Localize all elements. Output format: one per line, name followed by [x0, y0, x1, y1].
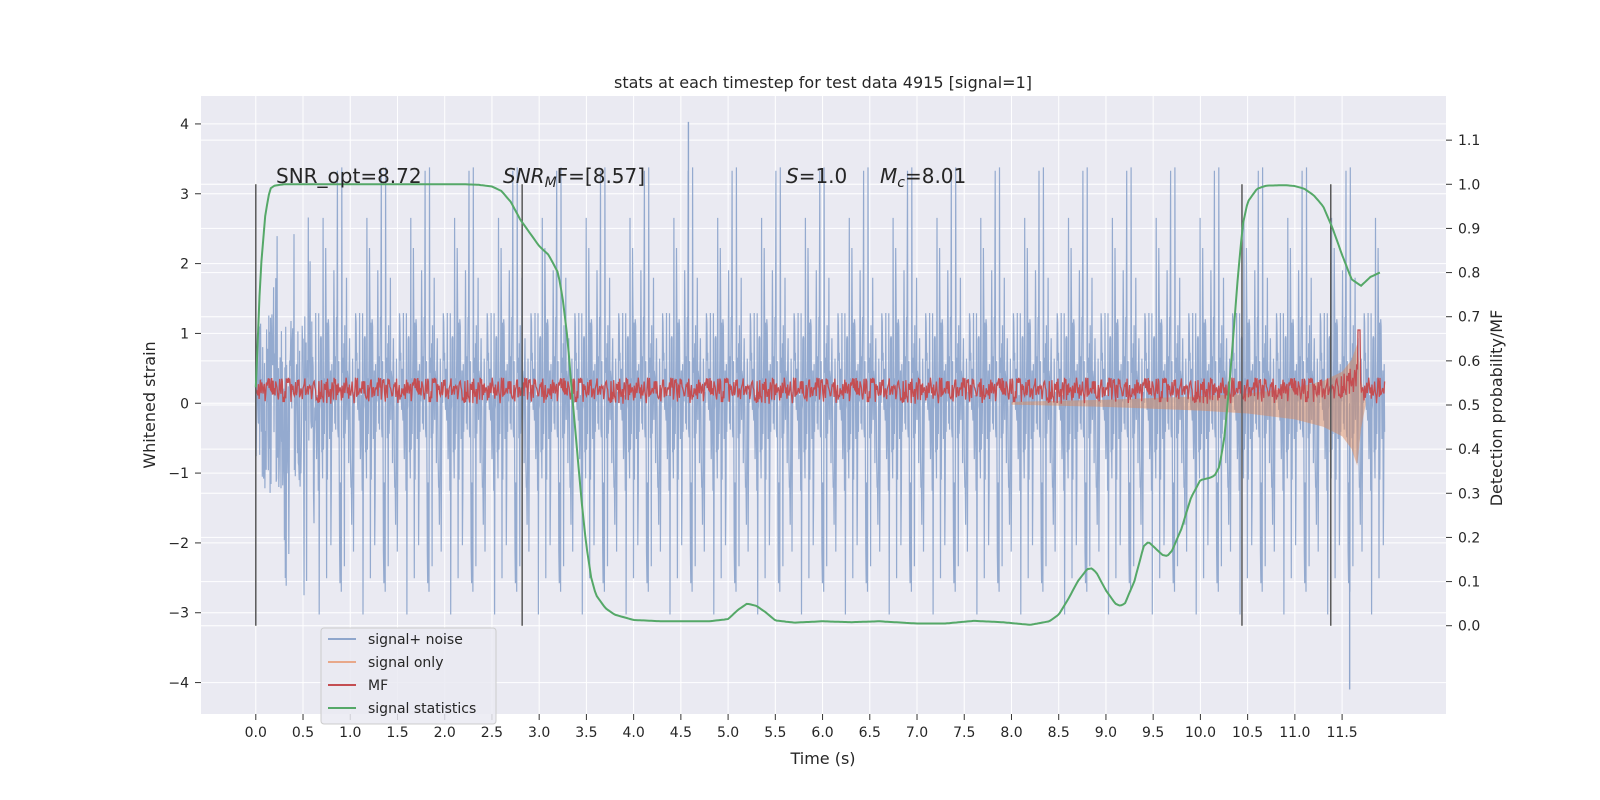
annotation-mc-value: =8.01: [905, 164, 966, 188]
annotation-s: S=1.0: [786, 164, 847, 188]
annotation-snr-mf-value: F=[8.57]: [557, 164, 645, 188]
x-tick-label: 5.5: [764, 725, 786, 741]
mf-series-group: [255, 329, 1386, 404]
x-tick-label: 0.5: [292, 725, 314, 741]
legend-label-signal: signal only: [368, 655, 443, 671]
annotation-snr-mf-subscript: M: [545, 175, 557, 191]
y-ticks: −4 −3 −2 −1 0 1 2 3 4: [168, 117, 201, 692]
y-tick-label: 2: [180, 257, 189, 273]
signal-series-group: [1011, 343, 1366, 466]
y2-tick-label: 0.8: [1458, 266, 1480, 282]
annotation-s-value: =1.0: [799, 164, 848, 188]
y-axis-label: Whitened strain: [140, 341, 159, 468]
stat-series-group: [254, 183, 1381, 626]
y2-tick-label: 0.0: [1458, 619, 1480, 635]
series-signal-statistics: [254, 183, 1381, 626]
legend-label-stat: signal statistics: [368, 701, 476, 717]
y2-tick-label: 0.3: [1458, 486, 1480, 502]
y-tick-label: 4: [180, 117, 189, 133]
x-tick-label: 0.0: [245, 725, 267, 741]
x-tick-label: 2.5: [481, 725, 503, 741]
x-tick-label: 4.5: [670, 725, 692, 741]
x-tick-label: 7.5: [953, 725, 975, 741]
legend-label-mf: MF: [368, 678, 388, 694]
y2-tick-label: 0.2: [1458, 530, 1480, 546]
x-tick-label: 3.5: [575, 725, 597, 741]
x-tick-label: 1.5: [386, 725, 408, 741]
legend-label-noise: signal+ noise: [368, 632, 463, 648]
noise-series-group: [255, 121, 1386, 690]
y-tick-label: 0: [180, 396, 189, 412]
annotation-mc-symbol: M: [880, 164, 897, 188]
x-tick-label: 8.0: [1000, 725, 1022, 741]
y-tick-label: −2: [168, 536, 189, 552]
y2-tick-label: 1.1: [1458, 133, 1480, 149]
annotation-mc-subscript: c: [897, 175, 905, 191]
y-tick-label: −4: [168, 676, 189, 692]
x-tick-label: 6.0: [811, 725, 833, 741]
y-tick-label: 3: [180, 187, 189, 203]
y2-tick-label: 0.5: [1458, 398, 1480, 414]
x-tick-label: 7.0: [906, 725, 928, 741]
chart-title: stats at each timestep for test data 491…: [614, 73, 1032, 92]
x-tick-label: 8.5: [1048, 725, 1070, 741]
x-tick-label: 3.0: [528, 725, 550, 741]
y2-tick-label: 0.6: [1458, 354, 1480, 370]
y-tick-label: 1: [180, 326, 189, 342]
x-tick-label: 9.5: [1142, 725, 1164, 741]
annotation-snr-mf: SNRMF=[8.57]: [503, 164, 645, 191]
annotation-snr-mf-symbol: SNR: [503, 164, 545, 188]
x-tick-label: 4.0: [622, 725, 644, 741]
y2-axis-label: Detection probability/MF: [1487, 310, 1506, 507]
legend: signal+ noise signal only MF signal stat…: [320, 627, 497, 725]
x-axis-label: Time (s): [789, 749, 855, 768]
annotation-s-symbol: S: [786, 164, 799, 188]
vlines-group: [255, 184, 1332, 626]
y2-tick-label: 0.9: [1458, 221, 1480, 237]
x-tick-label: 11.5: [1327, 725, 1358, 741]
x-tick-label: 1.0: [339, 725, 361, 741]
y2-tick-label: 0.7: [1458, 310, 1480, 326]
annotation-snr-opt: SNR_opt=8.72: [276, 164, 422, 188]
y2-ticks: 0.0 0.1 0.2 0.3 0.4 0.5 0.6 0.7 0.8 0.9 1.0 1.1: [1446, 133, 1480, 635]
x-tick-label: 6.5: [859, 725, 881, 741]
x-tick-label: 9.0: [1095, 725, 1117, 741]
series-noise-line: [255, 167, 1386, 615]
y2-tick-label: 1.0: [1458, 177, 1480, 193]
annotation-mc: Mc=8.01: [880, 164, 966, 191]
x-tick-label: 5.0: [717, 725, 739, 741]
y-tick-label: −3: [168, 606, 189, 622]
series-mf-line: [255, 329, 1386, 404]
y2-tick-label: 0.4: [1458, 442, 1480, 458]
x-tick-label: 2.0: [434, 725, 456, 741]
x-tick-label: 10.0: [1185, 725, 1216, 741]
x-tick-label: 11.0: [1279, 725, 1310, 741]
x-tick-label: 10.5: [1232, 725, 1263, 741]
series-signal-only: [1011, 343, 1366, 466]
x-ticks: 0.0 0.5 1.0 1.5 2.0 2.5 3.0 3.5 4.0 4.5 5.0 5.5 6.0 6…: [245, 714, 1358, 741]
legend-box: [320, 627, 497, 725]
y-tick-label: −1: [168, 466, 189, 482]
y2-tick-label: 0.1: [1458, 575, 1480, 591]
